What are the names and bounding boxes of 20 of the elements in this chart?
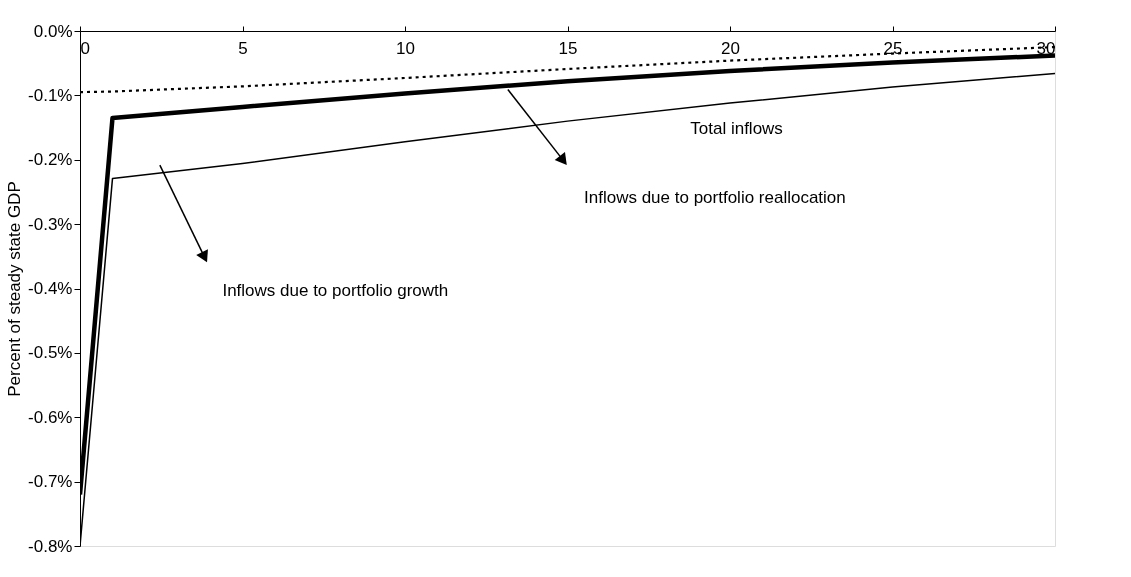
annotation: Total inflows xyxy=(690,119,783,139)
x-tick-label: 20 xyxy=(721,38,740,58)
y-tick-label: -0.4% xyxy=(28,279,73,298)
y-tick-label: -0.3% xyxy=(28,214,73,234)
x-tick-label: 25 xyxy=(883,38,903,58)
y-tick-label: -0.2% xyxy=(28,150,73,170)
annotation: Inflows due to portfolio growth xyxy=(222,280,449,300)
x-tick-label: 10 xyxy=(396,38,415,58)
x-tick-label: 15 xyxy=(558,38,578,58)
y-tick-label: -0.1% xyxy=(28,85,73,105)
y-axis-title: Percent of steady state GDP xyxy=(5,181,25,397)
x-tick-label: 5 xyxy=(238,38,248,58)
annotation: Inflows due to portfolio reallocation xyxy=(584,188,846,208)
y-tick-label: -0.8% xyxy=(28,536,73,556)
x-tick-label: 0 xyxy=(80,38,90,58)
y-tick-label: -0.5% xyxy=(28,343,73,363)
y-tick-label: 0.0% xyxy=(33,21,73,41)
y-tick-label: -0.6% xyxy=(28,407,73,427)
y-tick-label: -0.7% xyxy=(28,472,73,492)
x-tick-label: 30 xyxy=(1036,38,1056,58)
